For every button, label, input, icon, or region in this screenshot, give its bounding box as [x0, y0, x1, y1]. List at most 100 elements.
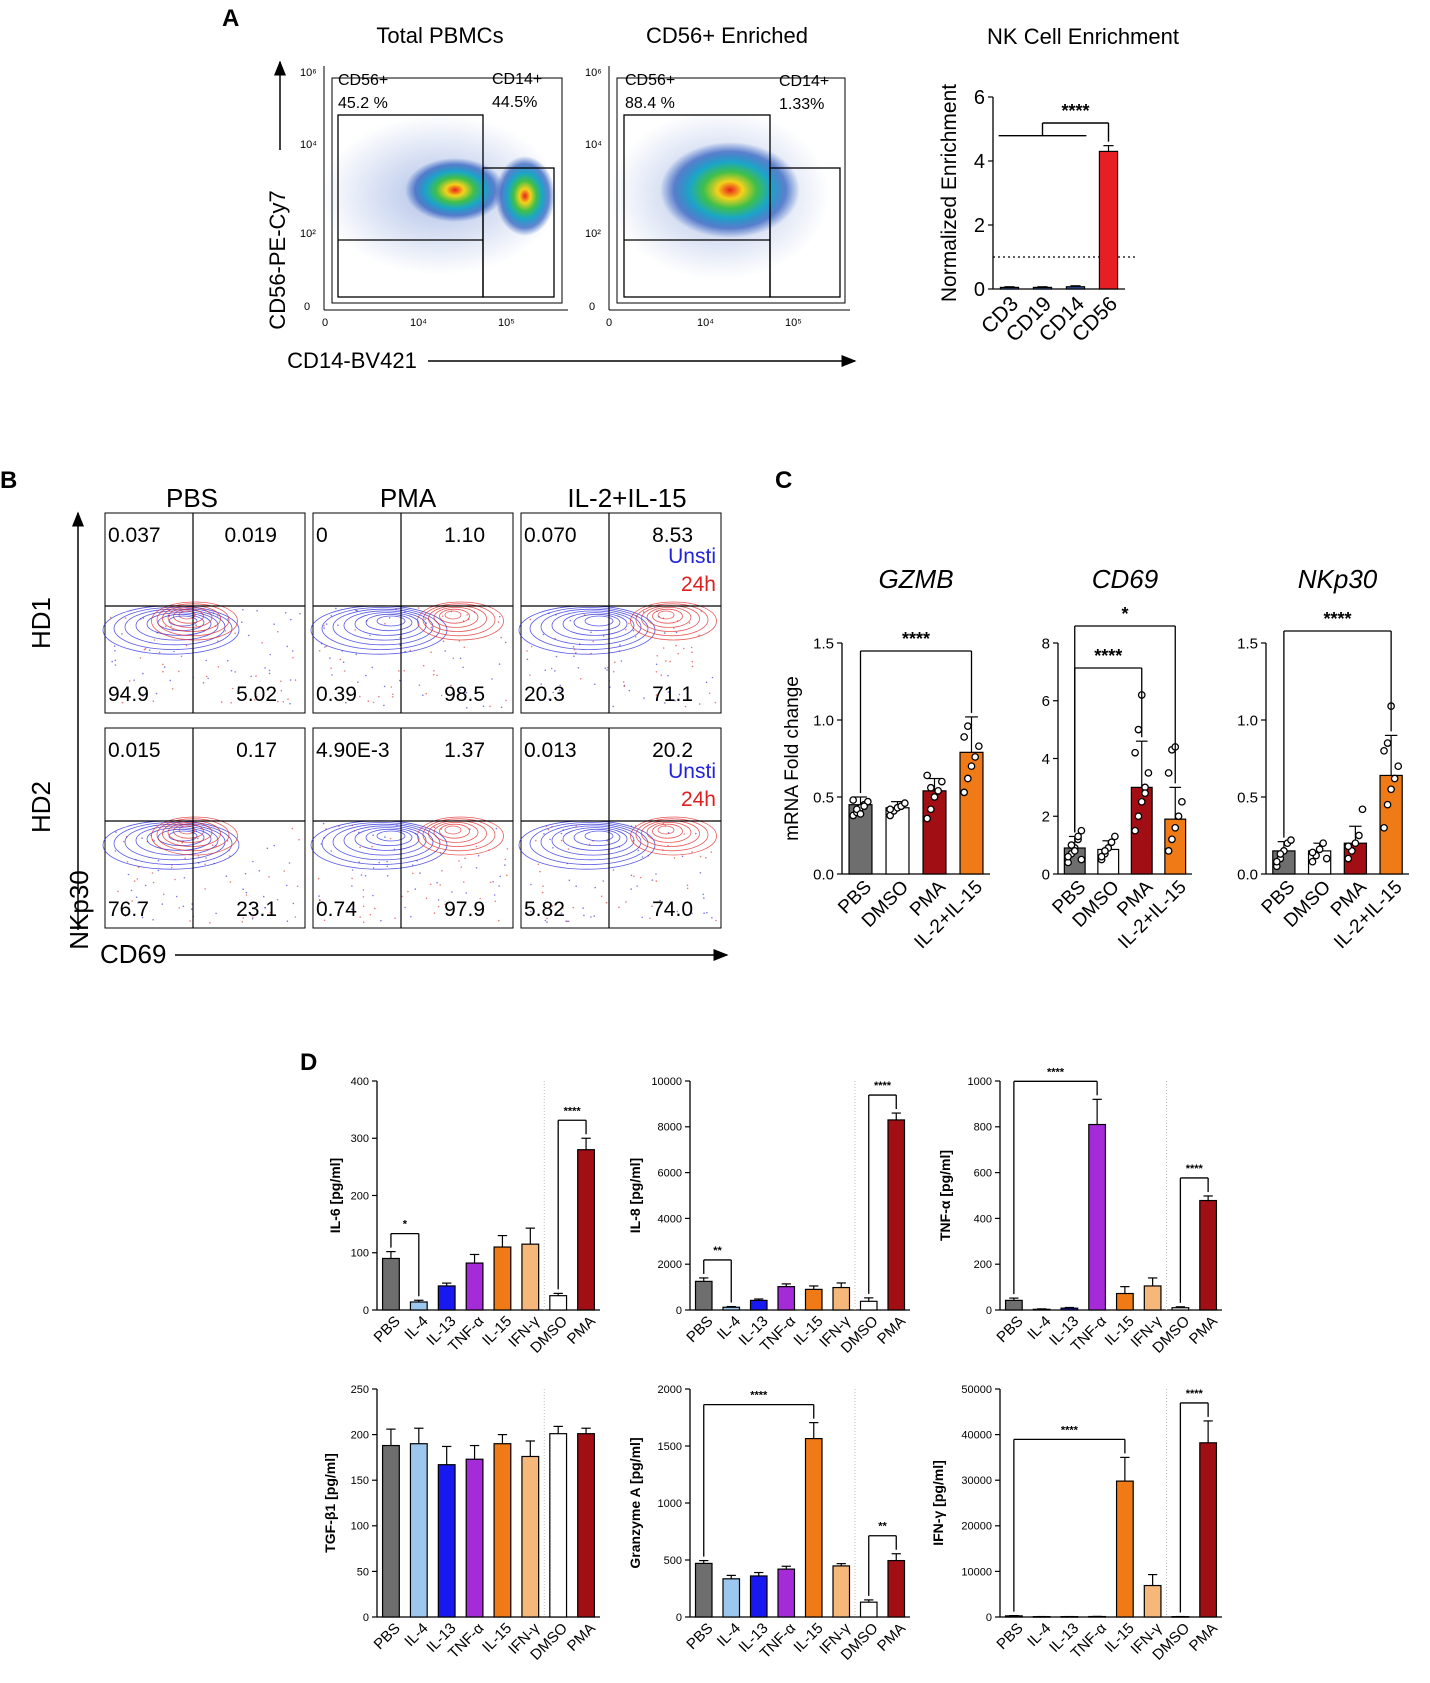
- flow-b-event-dot: [384, 622, 386, 625]
- chart-data-point: [960, 733, 969, 741]
- chart-y-tick-label: 0.5: [1237, 789, 1258, 806]
- chart-significance-label: ****: [1323, 609, 1351, 629]
- chart-data-point: [1070, 847, 1079, 855]
- flow-b-event-dot: [667, 832, 670, 834]
- chart-category-label: PMA: [1186, 1313, 1221, 1348]
- chart-significance-label: ****: [1186, 1388, 1204, 1400]
- flow-b-event-dot: [498, 885, 500, 887]
- flow-b-contour-24h: [167, 607, 213, 628]
- flow-b-event-dot: [225, 875, 228, 877]
- chart-bar: [859, 1601, 878, 1618]
- flow-plot2-xtick: 10⁵: [785, 317, 802, 329]
- flow-b-contour-unsti: [354, 827, 420, 851]
- flow-b-contour-unsti: [321, 822, 441, 865]
- chart-bar: [999, 286, 1020, 290]
- flow-b-event-dot: [114, 650, 116, 652]
- flow-b-col-title-pma: PMA: [380, 483, 437, 513]
- flow-b-contour-24h: [635, 603, 709, 637]
- chart-category-label: PMA: [1186, 1620, 1221, 1655]
- flow-b-event-dot: [268, 669, 271, 672]
- chart-data-point: [937, 777, 946, 786]
- flow-b-event-dot: [181, 841, 184, 844]
- flow-b-event-dot: [256, 609, 258, 612]
- flow-b-event-dot: [178, 907, 180, 909]
- flow-b-event-dot: [292, 902, 295, 905]
- flow-b-event-dot: [286, 645, 289, 648]
- flow-b-event-dot: [359, 916, 362, 918]
- chart-y-tick-label: 1.0: [813, 712, 834, 729]
- flow-b-event-dot: [139, 657, 142, 659]
- flow-b-event-dot: [124, 915, 127, 917]
- flow-b-event-dot: [358, 861, 360, 863]
- flow-b-event-dot: [482, 705, 485, 707]
- flow-b-event-dot: [173, 650, 175, 653]
- flow-plot2-xtick: 0: [606, 317, 612, 329]
- chart-data-point: [1131, 748, 1139, 757]
- chart-significance-label: ****: [874, 1080, 892, 1092]
- flow-b-event-dot: [458, 640, 461, 642]
- chart-y-tick-label: 400: [974, 1213, 992, 1225]
- chart-data-point: [1074, 832, 1082, 841]
- flow-xlabel: CD14-BV421: [287, 348, 417, 373]
- chart-bar: [1098, 150, 1119, 290]
- flow-plot1-ytick: 10²: [300, 228, 316, 240]
- flow-b-event-dot: [552, 691, 554, 694]
- flow-b-contour-unsti: [584, 830, 614, 842]
- flow-b-event-dot: [289, 702, 291, 705]
- flow-b-contour-unsti: [113, 822, 233, 865]
- chart-y-tick-label: 1000: [658, 1498, 682, 1510]
- chart-title: NK Cell Enrichment: [987, 24, 1179, 49]
- flow-b-event-dot: [625, 901, 627, 903]
- flow-b-event-dot: [505, 699, 507, 702]
- flow-b-event-dot: [251, 918, 254, 920]
- chart-category-label: PMA: [874, 1313, 909, 1348]
- flow-b-event-dot: [495, 827, 498, 830]
- flow-plot1-ytick: 10⁴: [300, 139, 317, 151]
- flow-b-row-title-hd1: HD1: [26, 597, 56, 649]
- flow-b-event-dot: [155, 692, 158, 695]
- chart-y-tick-label: 200: [351, 1429, 369, 1441]
- flow-b-event-dot: [686, 884, 689, 887]
- flow-b-event-dot: [137, 902, 139, 904]
- flow-b-event-dot: [580, 678, 582, 680]
- flow-b-event-dot: [444, 650, 447, 652]
- flow-b-event-dot: [555, 655, 558, 658]
- flow-b-event-dot: [612, 670, 615, 673]
- chart-y-tick-label: 0: [974, 279, 985, 301]
- flow-b-event-dot: [630, 888, 632, 890]
- flow-b-event-dot: [464, 857, 466, 860]
- flow-b-q-lower-left: 0.74: [316, 898, 357, 921]
- flow-b-event-dot: [284, 612, 287, 614]
- flow-b-contour-unsti: [573, 828, 621, 847]
- flow-b-event-dot: [359, 695, 361, 698]
- chart-bar: [1060, 1307, 1079, 1311]
- flow-b-contour-24h: [652, 823, 683, 839]
- chart-bar: [887, 1119, 906, 1311]
- flow-b-event-dot: [422, 664, 425, 667]
- flow-b-q-upper-right: 20.2: [652, 739, 693, 762]
- flow-b-event-dot: [162, 893, 165, 896]
- flow-b-event-dot: [245, 894, 248, 896]
- chart-bar: [804, 1437, 823, 1618]
- flow-b-row-title-hd2: HD2: [26, 781, 56, 833]
- flow-b-event-dot: [498, 663, 501, 665]
- chart-bar: [832, 1286, 851, 1311]
- flow-b-event-dot: [365, 674, 367, 677]
- flow-b-event-dot: [292, 650, 294, 652]
- flow-b-plot: 0 1.10 0.39 98.5: [310, 512, 514, 714]
- chart-data-point: [1134, 725, 1143, 734]
- flow-b-plot: 0.070 8.53 20.3 71.1 Unsti 24h: [518, 512, 722, 714]
- flow-b-event-dot: [530, 910, 532, 913]
- flow-b-event-dot: [342, 661, 345, 663]
- chart-data-point: [1137, 797, 1146, 806]
- flow-b-event-dot: [559, 684, 561, 687]
- flow-b-event-dot: [588, 843, 591, 846]
- flow-b-event-dot: [378, 861, 381, 864]
- flow-plot1-cd56-pct: 45.2 %: [338, 95, 388, 112]
- chart-data-point: [856, 810, 865, 818]
- chart-bar: [409, 1301, 428, 1311]
- flow-plot-1: CD56+ 45.2 % CD14+ 44.5% 10⁶ 10⁴ 10² 0 0…: [300, 66, 568, 329]
- flow-b-event-dot: [205, 659, 207, 662]
